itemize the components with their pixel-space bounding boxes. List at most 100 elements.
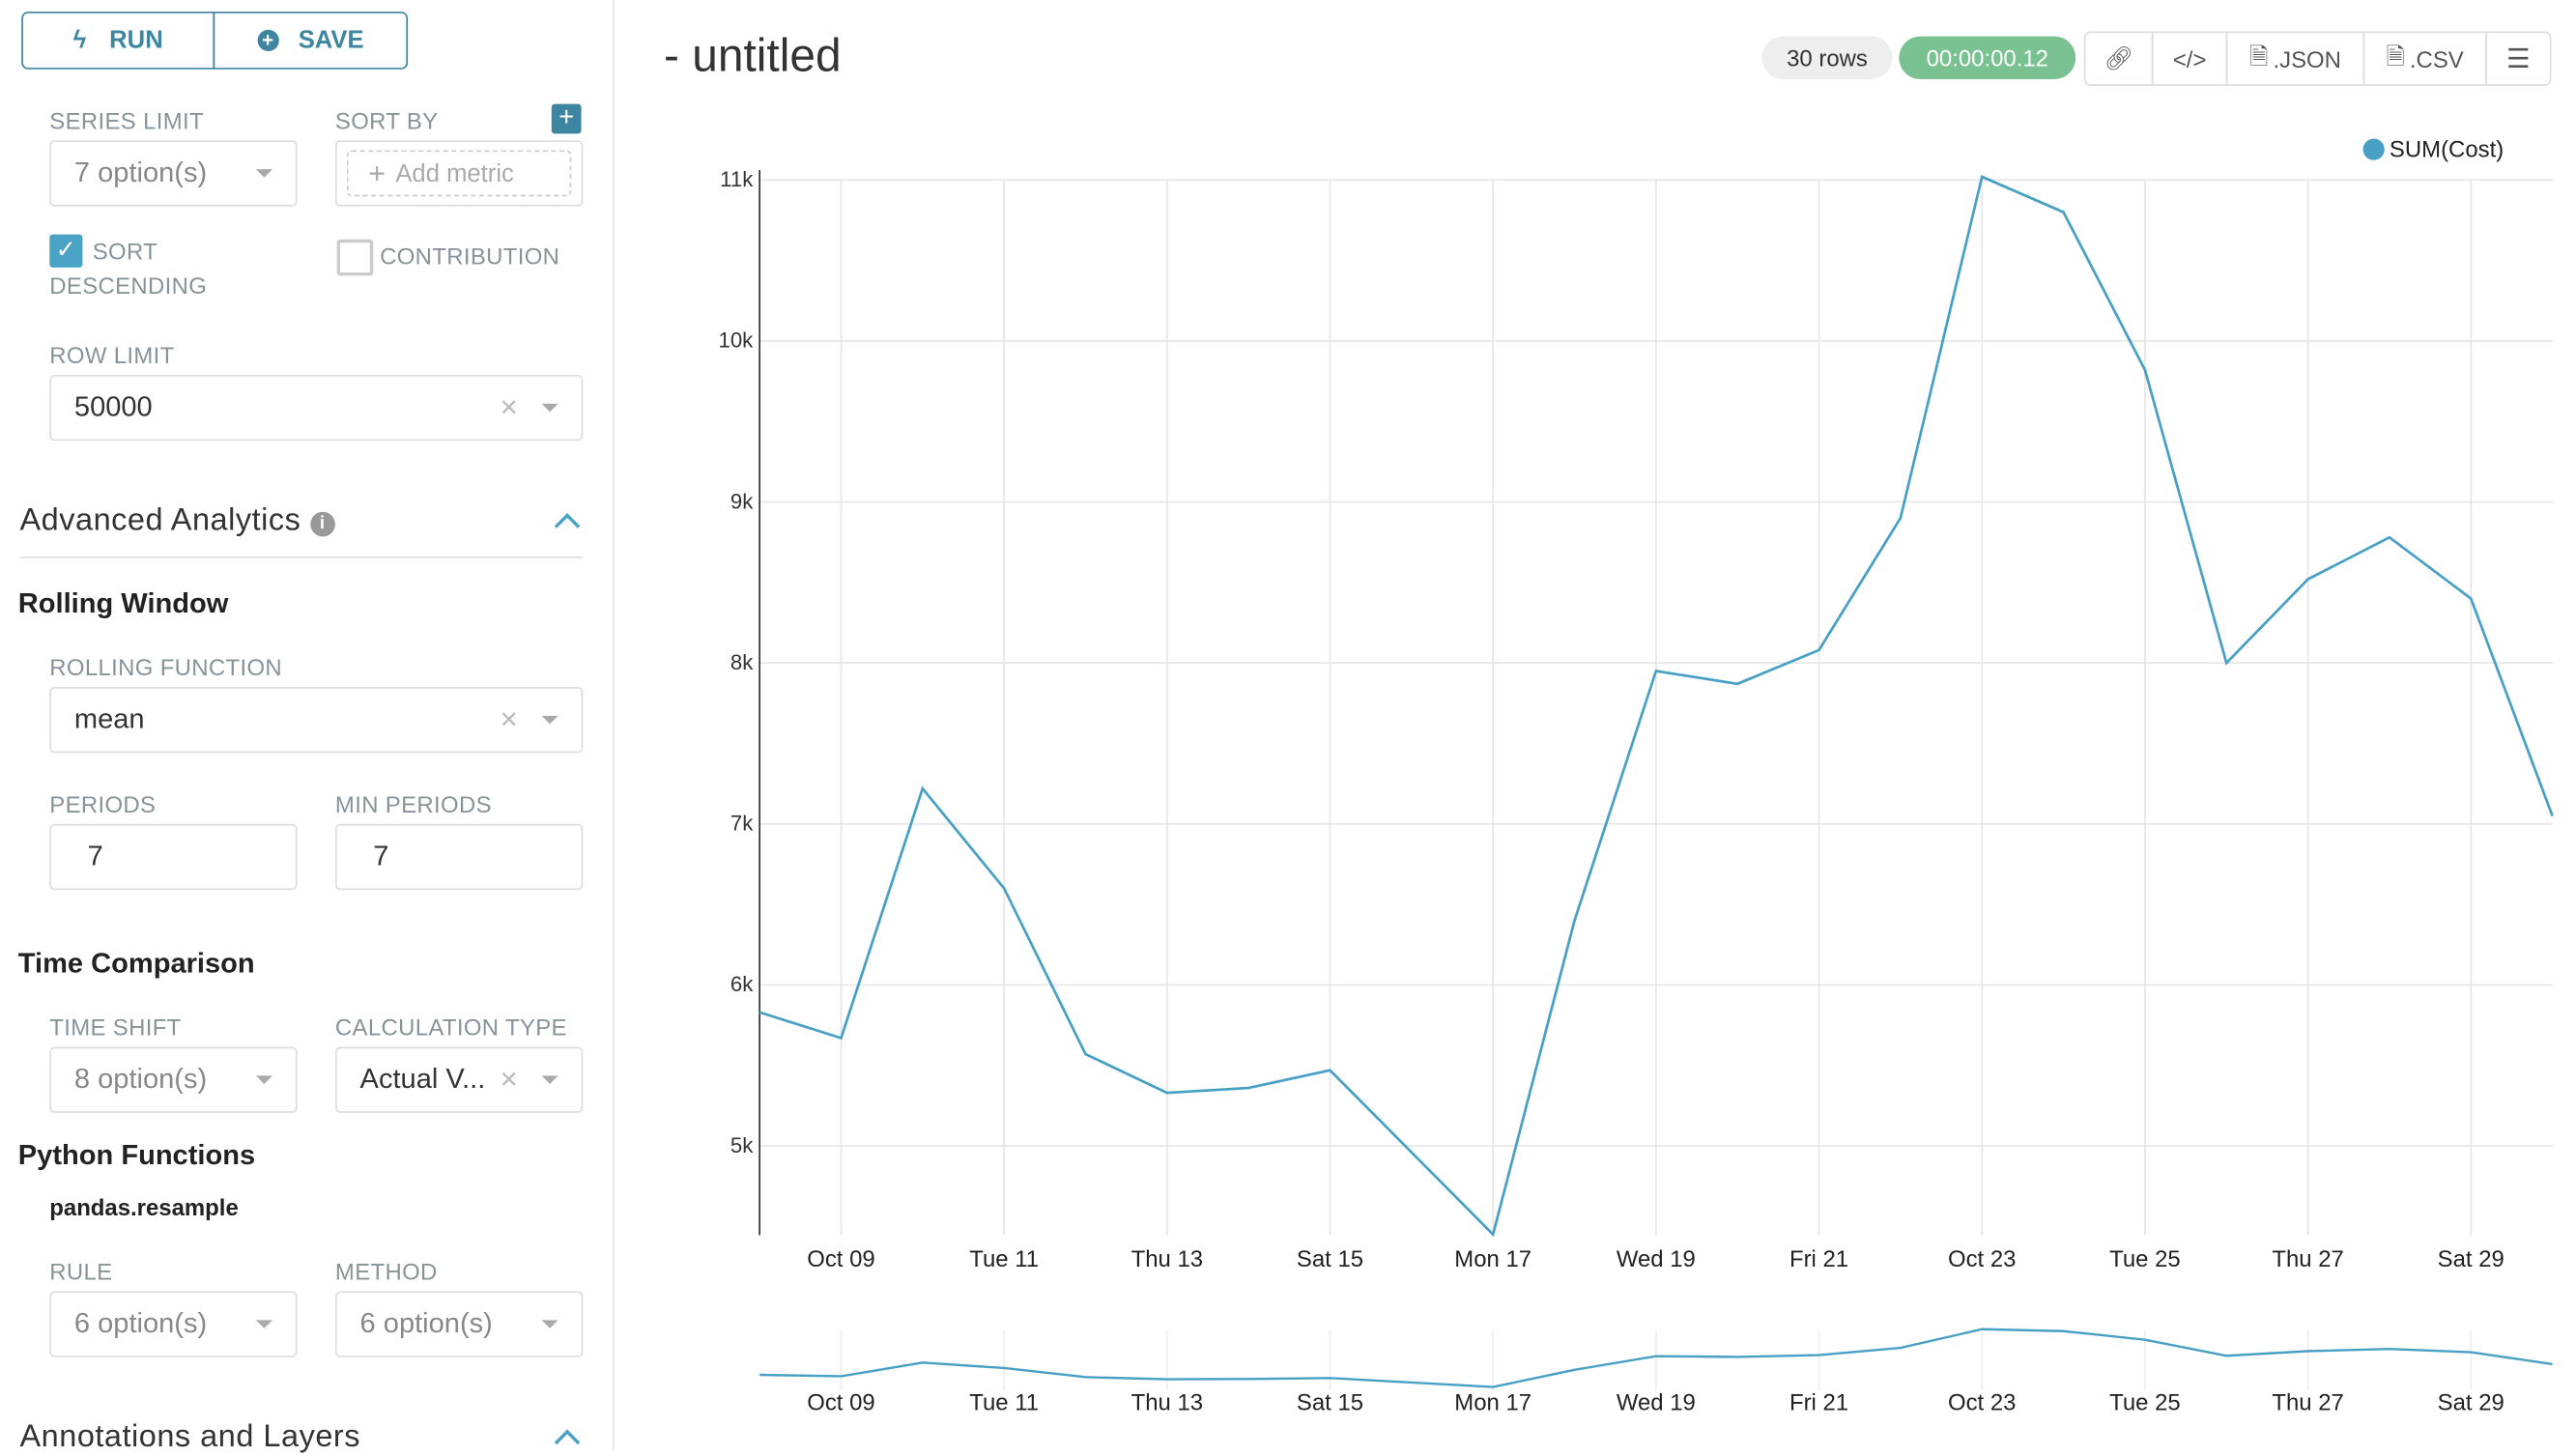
calculation-type-label: CALCULATION TYPE <box>334 1013 567 1041</box>
pandas-resample-title: pandas.resample <box>49 1193 239 1220</box>
divider <box>19 556 584 558</box>
x-tick-label: Thu 13 <box>1131 1246 1203 1272</box>
hamburger-icon: ☰ <box>2505 44 2531 74</box>
advanced-analytics-header[interactable]: Advanced Analytics i <box>20 503 335 540</box>
contribution-checkbox[interactable] <box>336 239 374 276</box>
x-tick-label: Mon 17 <box>1454 1246 1531 1272</box>
brush-x-tick-label: Tue 25 <box>2109 1389 2181 1415</box>
sort-descending-checkbox[interactable]: ✓ <box>49 234 83 268</box>
save-label: SAVE <box>298 26 364 55</box>
legend-dot <box>2362 137 2385 159</box>
row-limit-select[interactable]: 50000 ✕ <box>49 374 584 442</box>
clear-icon[interactable]: ✕ <box>499 705 519 732</box>
rolling-function-select[interactable]: mean ✕ <box>49 686 584 754</box>
x-tick-label: Wed 19 <box>1617 1246 1696 1272</box>
calculation-type-select[interactable]: Actual V... ✕ <box>334 1046 584 1113</box>
chart-title[interactable]: - untitled <box>664 29 842 81</box>
link-icon: 🔗︎ <box>2104 44 2133 71</box>
run-button[interactable]: ϟ RUN <box>21 11 215 70</box>
series-limit-label: SERIES LIMIT <box>49 107 204 134</box>
x-tick-label: Oct 23 <box>1948 1246 2016 1272</box>
series-limit-value: 7 option(s) <box>73 157 208 188</box>
x-tick-label: Sat 29 <box>2438 1246 2504 1272</box>
method-label: METHOD <box>334 1258 438 1285</box>
info-icon: i <box>309 511 335 537</box>
rolling-function-label: ROLLING FUNCTION <box>49 653 283 681</box>
file-text-icon: 🗎 <box>2386 42 2405 69</box>
x-tick-label: Tue 11 <box>969 1246 1039 1272</box>
brush-x-tick-label: Thu 27 <box>2272 1389 2343 1415</box>
file-code-icon: 🗎 <box>2249 42 2269 69</box>
time-comparison-title: Time Comparison <box>17 947 255 980</box>
legend-label: SUM(Cost) <box>2389 135 2504 162</box>
y-tick-label: 10k <box>718 328 754 353</box>
legend-item[interactable]: SUM(Cost) <box>2362 135 2504 162</box>
brush-x-tick-label: Mon 17 <box>1454 1389 1531 1415</box>
x-tick-label: Fri 21 <box>1789 1246 1848 1272</box>
brush-x-tick-label: Fri 21 <box>1789 1389 1848 1415</box>
clear-icon[interactable]: ✕ <box>499 393 519 420</box>
brush-x-tick-label: Sat 15 <box>1297 1389 1363 1415</box>
periods-input[interactable]: 7 <box>49 823 298 891</box>
control-panel: ϟ RUN + SAVE SERIES LIMIT 7 option(s) SORT… <box>0 0 615 1456</box>
y-tick-label: 11k <box>720 167 754 191</box>
method-value: 6 option(s) <box>359 1307 493 1339</box>
time-shift-select[interactable]: 8 option(s) <box>49 1046 298 1113</box>
row-limit-label: ROW LIMIT <box>49 341 175 369</box>
caret-down-icon <box>541 1320 558 1328</box>
advanced-analytics-title: Advanced Analytics <box>19 503 301 539</box>
contribution-label: CONTRIBUTION <box>380 243 560 270</box>
more-menu-button[interactable]: ☰ <box>2485 31 2552 86</box>
time-shift-value: 8 option(s) <box>73 1063 208 1096</box>
x-tick-label: Thu 27 <box>2272 1246 2343 1272</box>
series-limit-select[interactable]: 7 option(s) <box>49 140 298 207</box>
brush-x-tick-label: Thu 13 <box>1131 1389 1203 1415</box>
sort-label: SORT <box>92 238 158 265</box>
export-json-button[interactable]: 🗎 .JSON <box>2225 31 2365 86</box>
caret-down-icon <box>541 715 558 725</box>
y-tick-label: 8k <box>730 650 754 674</box>
y-tick-label: 6k <box>730 972 754 996</box>
python-functions-title: Python Functions <box>17 1139 256 1171</box>
brush-series-line <box>759 1328 2553 1388</box>
caret-down-icon <box>541 403 558 413</box>
calculation-type-value: Actual V... <box>359 1063 486 1096</box>
save-button[interactable]: + SAVE <box>213 11 409 70</box>
rule-value: 6 option(s) <box>73 1307 208 1339</box>
plus-icon: + <box>368 156 386 189</box>
row-limit-value: 50000 <box>73 391 153 423</box>
code-icon: </> <box>2172 44 2207 72</box>
series-line-sum-cost <box>758 175 2554 1238</box>
min-periods-input[interactable]: 7 <box>334 823 584 891</box>
sort-by-label: SORT BY <box>334 107 439 134</box>
x-tick-label: Tue 25 <box>2109 1246 2181 1272</box>
method-select[interactable]: 6 option(s) <box>334 1291 584 1357</box>
periods-value: 7 <box>87 840 103 872</box>
descending-label: DESCENDING <box>49 271 208 300</box>
row-count-badge: 30 rows <box>1761 36 1893 80</box>
x-tick-label: Oct 09 <box>807 1246 874 1272</box>
y-tick-label: 5k <box>730 1133 754 1157</box>
caret-down-icon <box>255 1320 272 1328</box>
clear-icon[interactable]: ✕ <box>499 1066 519 1093</box>
json-label: .JSON <box>2273 44 2341 72</box>
y-tick-label: 9k <box>730 489 754 513</box>
time-shift-label: TIME SHIFT <box>49 1013 182 1041</box>
plus-circle-icon: + <box>256 29 279 51</box>
csv-label: .CSV <box>2409 44 2464 72</box>
rule-label: RULE <box>49 1258 113 1285</box>
caret-down-icon <box>255 1075 272 1084</box>
caret-down-icon <box>255 169 272 178</box>
caret-down-icon <box>541 1075 558 1084</box>
query-timer-badge: 00:00:00.12 <box>1899 36 2076 80</box>
y-tick-label: 7k <box>730 812 754 836</box>
sort-by-field[interactable]: + Add metric <box>334 140 584 207</box>
x-tick-label: Sat 15 <box>1297 1246 1363 1272</box>
add-metric-button[interactable]: + Add metric <box>346 150 572 197</box>
min-periods-label: MIN PERIODS <box>334 790 492 817</box>
periods-label: PERIODS <box>49 790 157 817</box>
rule-select[interactable]: 6 option(s) <box>49 1291 298 1357</box>
add-sort-button[interactable]: + <box>551 103 582 134</box>
rolling-window-title: Rolling Window <box>17 587 229 619</box>
